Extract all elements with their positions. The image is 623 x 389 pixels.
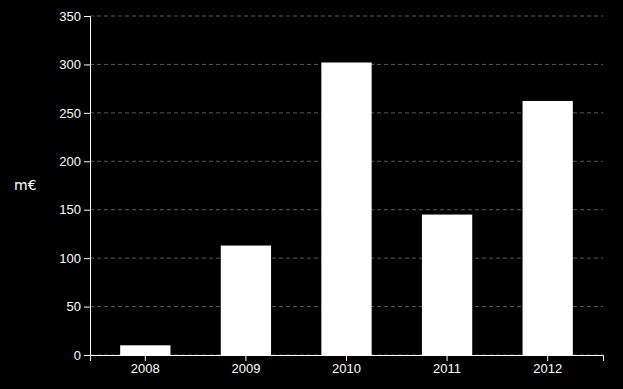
y-tick-label: 300	[59, 57, 81, 72]
bar	[221, 246, 271, 355]
y-tick-label: 200	[59, 154, 81, 169]
x-tick-label: 2008	[131, 361, 160, 376]
bar	[120, 345, 170, 355]
x-tick-label: 2009	[231, 361, 260, 376]
y-tick: 300	[59, 57, 90, 72]
y-tick-label: 250	[59, 106, 81, 121]
y-tick-label: 350	[59, 9, 81, 24]
bar	[321, 62, 371, 355]
x-axis: 2008 2009 2010 2011 2012	[91, 355, 604, 376]
y-axis-title: m€	[14, 177, 37, 193]
y-tick: 50	[67, 299, 90, 314]
x-tick-mark	[547, 355, 548, 361]
y-tick-mark	[84, 113, 90, 114]
x-tick-label: 2011	[433, 361, 461, 376]
bar	[523, 101, 573, 355]
y-tick-label: 150	[59, 202, 81, 217]
y-tick: 100	[59, 251, 90, 266]
y-tick-label: 50	[67, 299, 81, 314]
bars	[120, 62, 573, 355]
x-tick: 2011	[433, 355, 461, 376]
x-tick-mark	[447, 355, 448, 361]
y-tick-mark	[84, 355, 90, 356]
y-tick-mark	[84, 16, 90, 17]
y-tick-label: 0	[74, 348, 81, 363]
x-tick-mark	[245, 355, 246, 361]
x-tick: 2012	[533, 355, 562, 376]
y-axis: 0 50 100 150 200 250 300 350	[59, 9, 90, 363]
y-tick-mark	[84, 258, 90, 259]
x-tick-mark	[145, 355, 146, 361]
y-tick: 0	[74, 348, 90, 363]
y-tick: 250	[59, 106, 90, 121]
x-tick-mark	[346, 355, 347, 361]
y-tick-label: 100	[59, 251, 81, 266]
y-tick-mark	[84, 64, 90, 65]
bar	[422, 215, 472, 355]
x-tick-label: 2012	[533, 361, 562, 376]
plot-area: 0 50 100 150 200 250 300 350 2008 2009 2010 2011 201…	[59, 9, 603, 377]
y-axis-line	[84, 17, 91, 356]
x-tick: 2010	[332, 355, 361, 376]
x-tick: 2008	[131, 355, 160, 376]
grid-line	[90, 16, 603, 17]
y-tick-mark	[84, 307, 90, 308]
y-tick: 350	[59, 9, 90, 24]
x-axis-line	[91, 356, 604, 362]
y-tick: 200	[59, 154, 90, 169]
chart-container: 0 50 100 150 200 250 300 350 2008 2009 2010 2011 201…	[0, 0, 623, 389]
y-tick: 150	[59, 202, 90, 217]
x-tick-label: 2010	[332, 361, 361, 376]
y-tick-mark	[84, 210, 90, 211]
x-tick: 2009	[231, 355, 260, 376]
y-tick-mark	[84, 161, 90, 162]
chart-svg: 0 50 100 150 200 250 300 350 2008 2009 2010 2011 201…	[0, 0, 623, 389]
grid	[90, 16, 603, 355]
